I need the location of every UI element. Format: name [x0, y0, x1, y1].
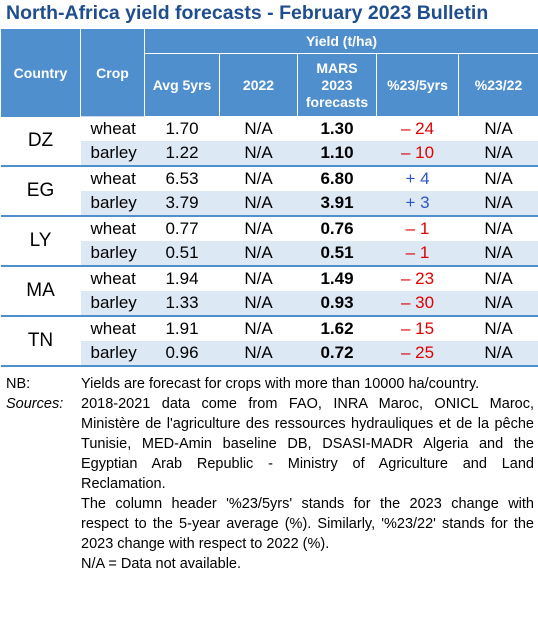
pct-5yrs-cell: + 4	[376, 165, 459, 191]
header-yield-group: Yield (t/ha)	[143, 28, 538, 54]
header-mars-line1: MARS	[316, 59, 358, 76]
mars-forecast-cell: 1.49	[297, 265, 377, 291]
header-2022: 2022	[219, 53, 298, 117]
page-title: North-Africa yield forecasts - February …	[6, 2, 489, 24]
avg-5yrs-cell: 1.91	[144, 315, 220, 341]
avg-5yrs-cell: 1.94	[144, 265, 220, 291]
mars-forecast-cell: 0.51	[297, 241, 377, 267]
table-row: LY wheat 0.77 N/A 0.76– 1 N/A	[0, 215, 538, 267]
yield-2022-cell: N/A	[219, 215, 298, 241]
avg-5yrs-cell: 0.96	[144, 341, 220, 367]
header-explanation: The column header '%23/5yrs' stands for …	[81, 496, 534, 552]
pct-22-cell: N/A	[458, 165, 538, 191]
yield-2022-cell: N/A	[219, 315, 298, 341]
nb-text: Yields are forecast for crops with more …	[81, 376, 480, 392]
nb-label: NB:	[6, 376, 31, 392]
mars-forecast-cell: 0.72	[297, 341, 377, 367]
notes: NB: Yields are forecast for crops with m…	[6, 374, 534, 574]
header-country: Country	[0, 28, 81, 117]
pct-5yrs-cell: – 1	[376, 241, 459, 267]
pct-5yrs-cell: – 23	[376, 265, 459, 291]
pct-22-cell: N/A	[458, 116, 538, 141]
avg-5yrs-cell: 0.51	[144, 241, 220, 267]
yield-table: Country Crop Yield (t/ha) Avg 5yrs 2022 …	[0, 28, 538, 367]
country-cell: EG	[0, 166, 81, 217]
table-row: barley 0.51 N/A 0.51– 1 N/A	[1, 241, 538, 267]
avg-5yrs-cell: 1.70	[144, 116, 220, 141]
avg-5yrs-cell: 1.33	[144, 291, 220, 317]
avg-5yrs-cell: 1.22	[144, 141, 220, 167]
table-row: MA wheat 1.94 N/A 1.49– 23 N/A	[0, 265, 538, 317]
sources-label: Sources:	[6, 396, 64, 412]
crop-cell: barley	[80, 141, 145, 167]
mars-forecast-cell: 1.62	[297, 315, 377, 341]
yield-2022-cell: N/A	[219, 341, 298, 367]
country-cell: DZ	[0, 116, 81, 167]
mars-forecast-cell: 3.91	[297, 191, 377, 217]
crop-cell: wheat	[80, 215, 145, 241]
sources-note: Sources: 2018-2021 data come from FAO, I…	[6, 394, 534, 574]
crop-cell: wheat	[80, 165, 145, 191]
pct-22-cell: N/A	[458, 291, 538, 317]
table-body: DZ wheat 1.70 N/A 1.30– 24 N/A barley 1.22 N/A 1.…	[0, 116, 538, 367]
pct-5yrs-cell: – 30	[376, 291, 459, 317]
table-row: barley 3.79 N/A 3.91 + 3 N/A	[1, 191, 538, 217]
mars-forecast-cell: 0.93	[297, 291, 377, 317]
sources-block: 2018-2021 data come from FAO, INRA Maroc…	[81, 394, 534, 574]
pct-5yrs-cell: – 24	[376, 116, 459, 141]
header-pct-22: %23/22	[457, 53, 538, 117]
country-cell: TN	[0, 316, 81, 367]
table-row: barley 0.96 N/A 0.72– 25 N/A	[1, 341, 538, 367]
crop-cell: wheat	[80, 315, 145, 341]
pct-22-cell: N/A	[458, 141, 538, 167]
mars-forecast-cell: 6.80	[297, 165, 377, 191]
pct-5yrs-cell: – 25	[376, 341, 459, 367]
crop-cell: barley	[80, 241, 145, 267]
pct-5yrs-cell: + 3	[376, 191, 459, 217]
avg-5yrs-cell: 0.77	[144, 215, 220, 241]
header-mars-forecasts: MARS 2023 forecasts	[297, 53, 377, 117]
yield-2022-cell: N/A	[219, 191, 298, 217]
country-cell: LY	[0, 216, 81, 267]
yield-2022-cell: N/A	[219, 141, 298, 167]
sources-text: 2018-2021 data come from FAO, INRA Maroc…	[81, 396, 534, 492]
table-row: barley 1.22 N/A 1.10– 10 N/A	[1, 141, 538, 167]
crop-cell: barley	[80, 191, 145, 217]
pct-5yrs-cell: – 1	[376, 215, 459, 241]
yield-2022-cell: N/A	[219, 165, 298, 191]
crop-cell: barley	[80, 291, 145, 317]
header-mars-line2: 2023	[321, 76, 353, 93]
yield-2022-cell: N/A	[219, 116, 298, 141]
pct-5yrs-cell: – 10	[376, 141, 459, 167]
pct-22-cell: N/A	[458, 215, 538, 241]
nb-note: NB: Yields are forecast for crops with m…	[6, 374, 534, 394]
crop-cell: wheat	[80, 116, 145, 141]
header-avg-5yrs: Avg 5yrs	[144, 53, 220, 117]
pct-22-cell: N/A	[458, 341, 538, 367]
country-cell: MA	[0, 266, 81, 317]
mars-forecast-cell: 0.76	[297, 215, 377, 241]
pct-22-cell: N/A	[458, 265, 538, 291]
crop-cell: wheat	[80, 265, 145, 291]
pct-22-cell: N/A	[458, 315, 538, 341]
pct-22-cell: N/A	[458, 241, 538, 267]
crop-cell: barley	[80, 341, 145, 367]
pct-22-cell: N/A	[458, 191, 538, 217]
avg-5yrs-cell: 6.53	[144, 165, 220, 191]
na-explanation: N/A = Data not available.	[81, 556, 242, 572]
avg-5yrs-cell: 3.79	[144, 191, 220, 217]
table-row: DZ wheat 1.70 N/A 1.30– 24 N/A	[0, 116, 538, 167]
mars-forecast-cell: 1.30	[297, 116, 377, 141]
table-row: TN wheat 1.91 N/A 1.62– 15 N/A	[0, 315, 538, 367]
table-row: EG wheat 6.53 N/A 6.80 + 4 N/A	[0, 165, 538, 217]
pct-5yrs-cell: – 15	[376, 315, 459, 341]
mars-forecast-cell: 1.10	[297, 141, 377, 167]
header-pct-5yrs: %23/5yrs	[376, 53, 459, 117]
table-row: barley 1.33 N/A 0.93– 30 N/A	[1, 291, 538, 317]
yield-2022-cell: N/A	[219, 241, 298, 267]
yield-2022-cell: N/A	[219, 291, 298, 317]
header-mars-line3: forecasts	[305, 93, 369, 110]
header-crop: Crop	[80, 28, 145, 117]
yield-2022-cell: N/A	[219, 265, 298, 291]
